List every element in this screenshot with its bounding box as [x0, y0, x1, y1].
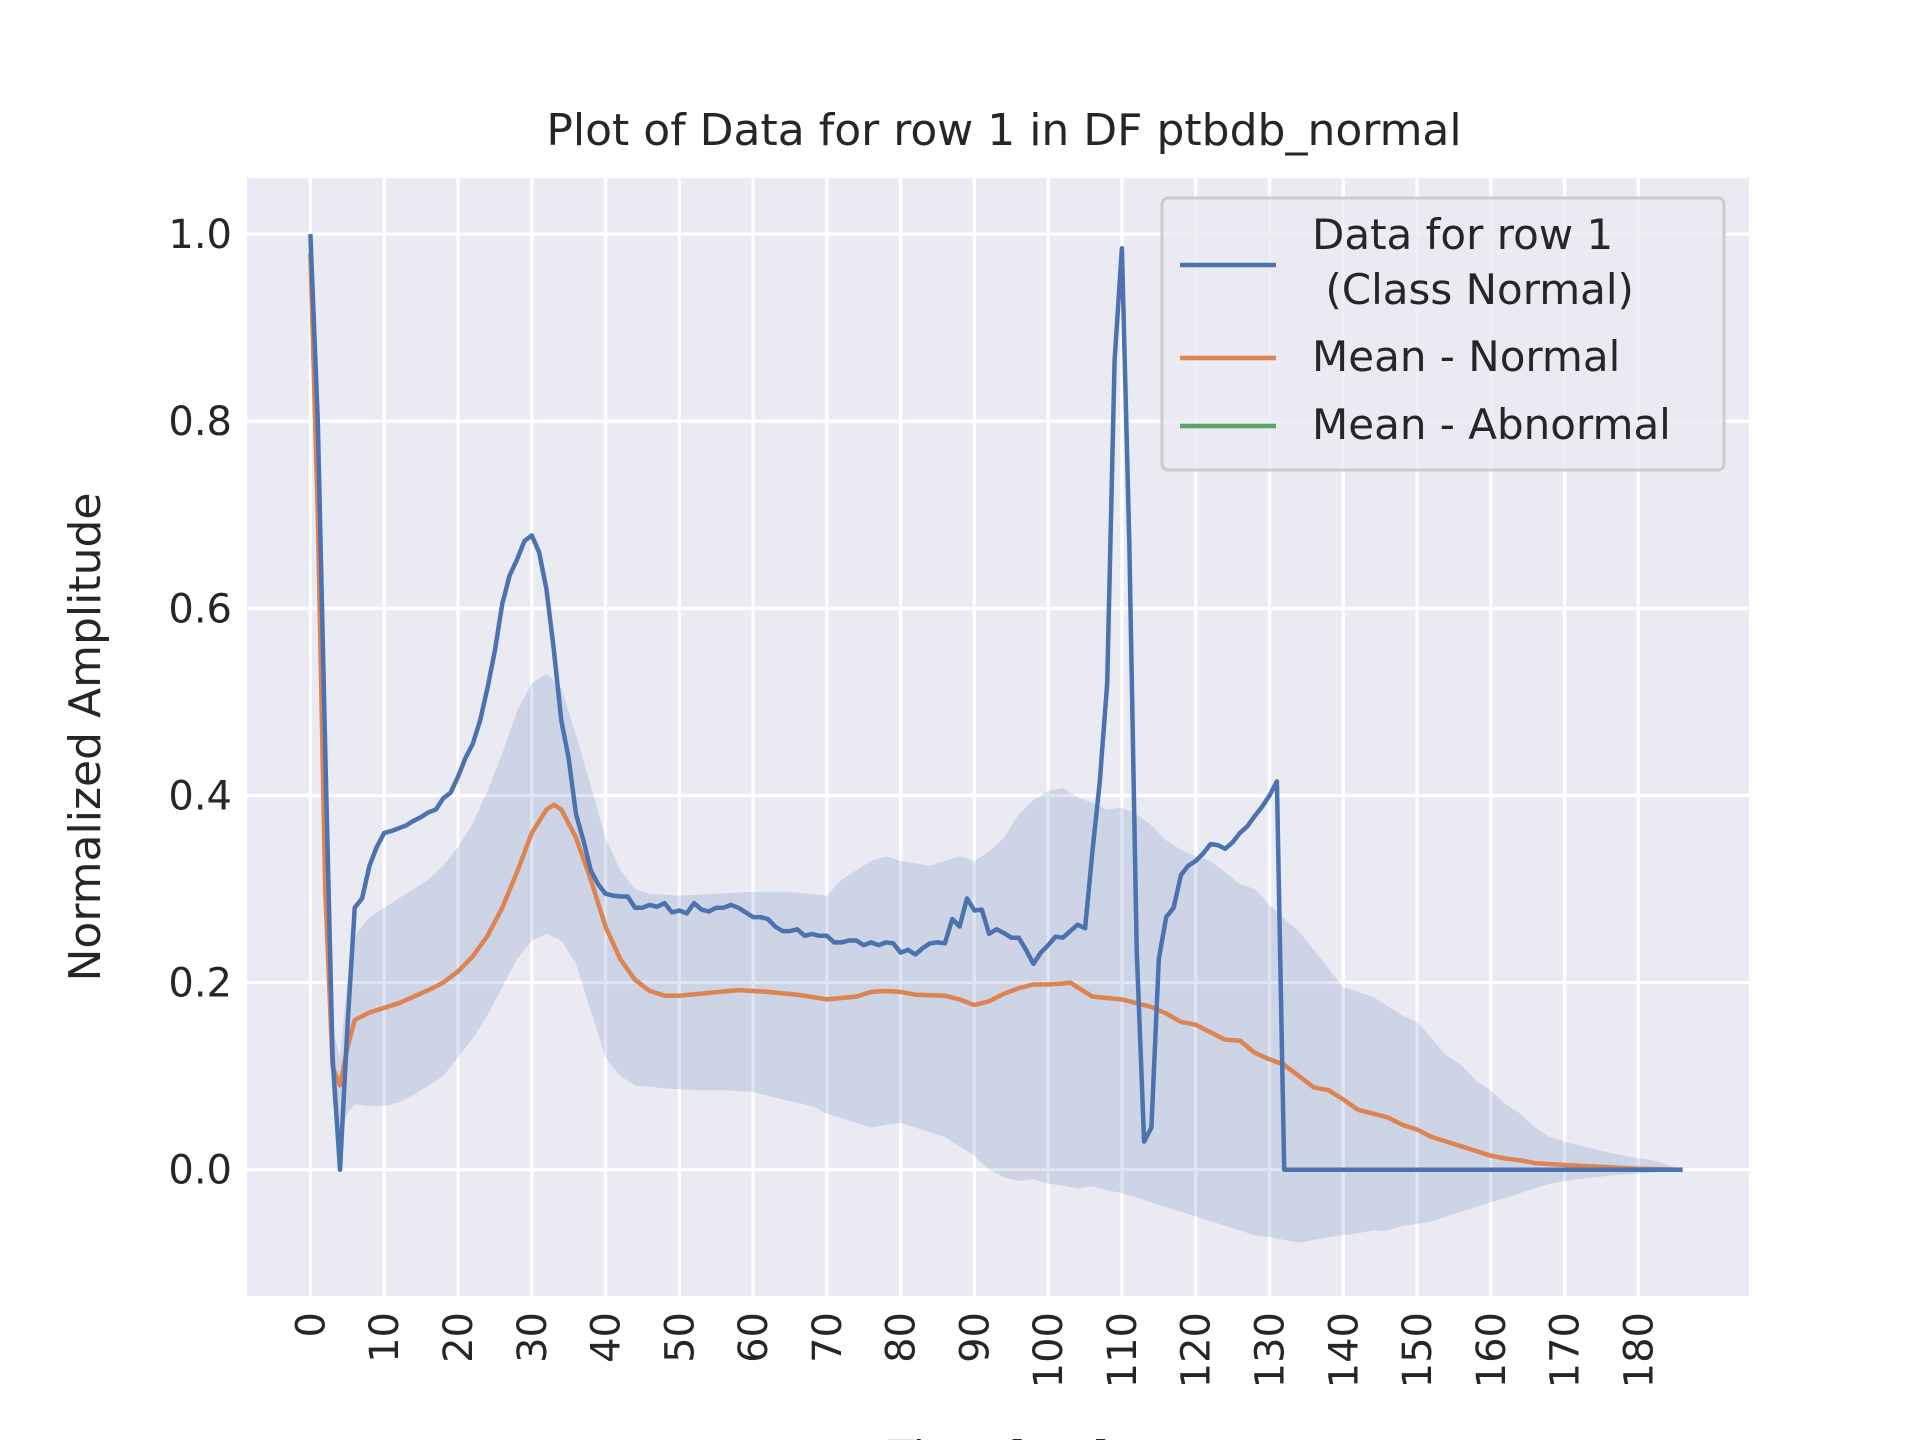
x-tick-label: 150 — [1395, 1312, 1441, 1388]
x-tick-label: 40 — [584, 1312, 630, 1363]
y-tick-label: 0.6 — [168, 586, 232, 632]
x-tick-label: 160 — [1469, 1312, 1515, 1388]
confidence-band-layer — [310, 252, 1683, 1243]
x-tick-label: 170 — [1543, 1312, 1589, 1388]
y-axis-label: Normalized Amplitude — [60, 493, 111, 982]
x-tick-label: 10 — [362, 1312, 408, 1363]
x-tick-label: 180 — [1616, 1312, 1662, 1388]
x-tick-label: 20 — [436, 1312, 482, 1363]
y-tick-label: 0.4 — [168, 773, 232, 819]
y-tick-label: 1.0 — [168, 212, 232, 258]
x-tick-label: 90 — [952, 1312, 998, 1363]
x-tick-labels: 0 10 20 30 40 50 60 70 80 90 100 110 120 130 140 150 160… — [288, 1312, 1662, 1388]
y-tick-label: 0.8 — [168, 399, 232, 445]
x-axis-label: Time [ms] — [886, 1432, 1109, 1440]
x-tick-label: 140 — [1321, 1312, 1367, 1388]
legend-label: Mean - Abnormal — [1312, 400, 1671, 449]
series-layer — [308, 234, 1683, 1172]
legend: Data for row 1 (Class Normal) Mean - Norm… — [1160, 196, 1726, 472]
x-tick-label: 0 — [288, 1312, 334, 1337]
x-tick-label: 80 — [879, 1312, 925, 1363]
x-tick-label: 120 — [1174, 1312, 1220, 1388]
y-tick-label: 0.0 — [168, 1148, 232, 1194]
series-line-0 — [308, 234, 1683, 1172]
chart-title: Plot of Data for row 1 in DF ptbdb_norma… — [546, 105, 1461, 156]
series-line-1 — [308, 252, 1683, 1172]
legend-label: Mean - Normal — [1312, 332, 1620, 381]
x-tick-label: 50 — [657, 1312, 703, 1363]
legend-label: Data for row 1 (Class Normal) — [1312, 210, 1634, 314]
x-tick-label: 110 — [1100, 1312, 1146, 1388]
x-tick-label: 70 — [805, 1312, 851, 1363]
y-tick-label: 0.2 — [168, 961, 232, 1007]
x-tick-label: 130 — [1248, 1312, 1294, 1388]
std-band — [310, 252, 1683, 1243]
legend-box — [1160, 196, 1726, 472]
x-tick-label: 100 — [1026, 1312, 1072, 1388]
x-tick-label: 60 — [731, 1312, 777, 1363]
x-tick-label: 30 — [510, 1312, 556, 1363]
y-tick-labels: 0.0 0.2 0.4 0.6 0.8 1.0 — [168, 212, 232, 1194]
